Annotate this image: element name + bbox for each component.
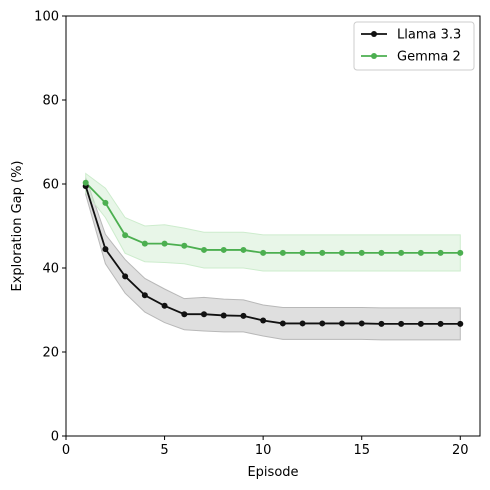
x-axis-ticks: 0 5 10 15 20 xyxy=(62,436,469,458)
llama-3-3-data-point xyxy=(417,320,424,327)
y-tick-label: 100 xyxy=(34,10,59,25)
gemma-2-legend-marker xyxy=(371,53,377,59)
y-tick-label: 0 xyxy=(51,430,59,445)
llama-3-3-data-point xyxy=(457,320,464,327)
llama-3-3-data-point xyxy=(102,246,109,253)
gemma-2-data-point xyxy=(299,249,306,256)
y-axis-ticks: 0 20 40 60 80 100 xyxy=(34,10,66,445)
llama-3-3-data-point xyxy=(299,320,306,327)
y-tick-label: 80 xyxy=(42,94,59,109)
gemma-2-data-point xyxy=(279,249,286,256)
gemma-2-series-line xyxy=(85,182,461,254)
gemma-2-data-point xyxy=(339,249,345,256)
x-tick-label: 15 xyxy=(353,443,370,458)
llama-3-3-data-point xyxy=(437,320,444,327)
gemma-2-data-point xyxy=(240,246,247,253)
gemma-2-data-point xyxy=(220,246,227,253)
series-markers xyxy=(82,179,464,327)
llama-3-3-data-point xyxy=(319,320,326,327)
llama-3-3-confidence-band xyxy=(85,177,461,341)
x-axis-label: Episode xyxy=(247,465,298,480)
llama-3-3-legend-marker xyxy=(371,31,377,37)
llama-3-3-data-point xyxy=(378,320,385,327)
y-tick-label: 20 xyxy=(42,346,59,361)
gemma-2-data-point xyxy=(378,249,385,256)
plot-frame xyxy=(65,15,481,437)
llama-3-3-legend-label: Llama 3.3 xyxy=(397,28,461,43)
gemma-2-data-point xyxy=(398,249,405,256)
gemma-2-data-point xyxy=(417,249,424,256)
confidence-bands xyxy=(85,172,461,341)
gemma-2-confidence-band xyxy=(85,172,461,272)
gemma-2-data-point xyxy=(260,249,267,256)
gemma-2-data-point xyxy=(141,240,148,247)
llama-3-3-data-point xyxy=(260,317,267,324)
gemma-2-data-point xyxy=(358,249,365,256)
y-tick-label: 60 xyxy=(42,178,59,193)
x-tick-label: 5 xyxy=(160,443,168,458)
gemma-2-data-point xyxy=(181,242,188,249)
gemma-2-data-point xyxy=(457,249,464,256)
x-tick-label: 10 xyxy=(255,443,272,458)
gemma-2-data-point xyxy=(201,246,207,253)
llama-3-3-data-point xyxy=(181,311,188,318)
llama-3-3-data-point xyxy=(398,320,405,327)
llama-3-3-data-point xyxy=(240,312,247,319)
llama-3-3-data-point xyxy=(141,292,148,299)
llama-3-3-data-point xyxy=(339,320,345,327)
gemma-2-data-point xyxy=(82,179,89,186)
llama-3-3-data-point xyxy=(358,320,365,327)
llama-3-3-series-line xyxy=(84,185,461,325)
gemma-2-data-point xyxy=(437,249,444,256)
series-lines xyxy=(84,182,461,325)
llama-3-3-data-point xyxy=(161,302,168,309)
llama-3-3-data-point xyxy=(122,273,129,280)
gemma-2-data-point xyxy=(319,249,326,256)
x-tick-label: 20 xyxy=(452,443,469,458)
llama-3-3-data-point xyxy=(201,311,207,318)
y-tick-label: 40 xyxy=(42,262,59,277)
llama-3-3-data-point xyxy=(220,312,227,319)
gemma-2-legend-label: Gemma 2 xyxy=(397,50,461,65)
gemma-2-data-point xyxy=(122,232,129,239)
gemma-2-data-point xyxy=(102,199,109,206)
llama-3-3-data-point xyxy=(279,320,286,327)
gemma-2-data-point xyxy=(161,240,168,247)
legend: Llama 3.3 Gemma 2 xyxy=(353,21,475,71)
y-axis-label: Exploration Gap (%) xyxy=(10,161,25,292)
x-tick-label: 0 xyxy=(62,443,70,458)
